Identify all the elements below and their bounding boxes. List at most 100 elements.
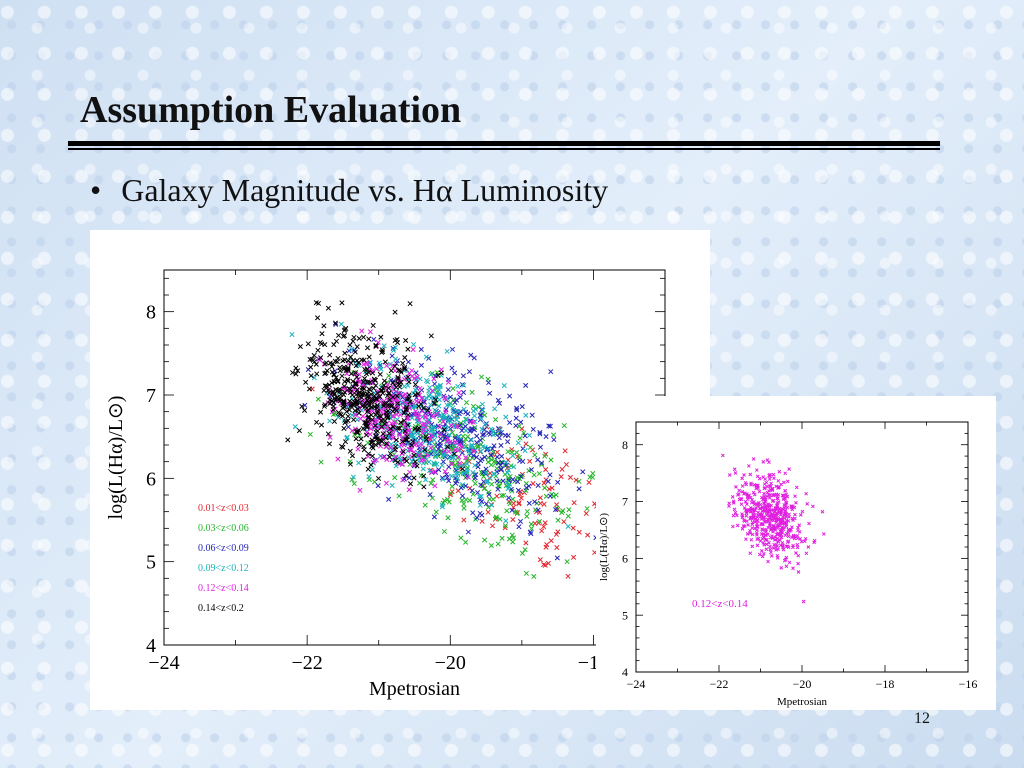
data-point: [541, 562, 547, 568]
data-point: [400, 447, 406, 453]
data-point: [762, 517, 767, 522]
data-point: [576, 529, 582, 535]
series-0.12<z<0.14: [720, 453, 826, 604]
data-point: [428, 445, 434, 451]
data-point: [425, 407, 431, 413]
data-point: [454, 397, 460, 403]
data-point: [442, 468, 448, 474]
data-point: [366, 354, 372, 360]
data-point: [446, 478, 452, 484]
data-point: [432, 425, 438, 431]
data-point: [483, 470, 489, 476]
data-point: [327, 434, 333, 440]
data-point: [443, 409, 449, 415]
data-point: [421, 457, 427, 463]
data-point: [437, 424, 443, 430]
data-point: [416, 480, 423, 486]
data-point: [487, 390, 493, 396]
data-point: [354, 344, 360, 350]
data-point: [437, 443, 443, 449]
data-point: [477, 497, 483, 503]
data-point: [526, 483, 532, 489]
data-point: [403, 337, 409, 343]
data-point: [343, 325, 349, 331]
page-number: 12: [914, 710, 930, 727]
data-point: [448, 490, 454, 496]
data-point: [744, 519, 749, 524]
data-point: [527, 458, 533, 464]
data-point: [427, 491, 433, 498]
data-point: [479, 426, 485, 432]
data-point: [440, 476, 446, 482]
data-point: [374, 410, 380, 416]
data-point: [529, 412, 535, 418]
data-point: [434, 461, 440, 467]
data-point: [325, 431, 331, 437]
data-point: [363, 432, 369, 438]
data-point: [488, 543, 494, 549]
data-point: [447, 414, 453, 420]
data-point: [505, 439, 511, 445]
data-point: [363, 420, 369, 426]
data-point: [782, 480, 786, 485]
data-point: [365, 466, 371, 472]
data-point: [411, 475, 417, 481]
data-point: [736, 493, 740, 497]
data-point: [395, 459, 401, 465]
data-point: [466, 369, 473, 375]
data-point: [352, 408, 358, 414]
data-point: [742, 473, 746, 477]
data-point: [469, 455, 475, 461]
data-point: [449, 461, 455, 467]
y-tick-label: 4: [622, 665, 628, 679]
data-point: [499, 453, 505, 459]
data-point: [783, 500, 788, 504]
data-point: [783, 509, 788, 513]
data-point: [435, 372, 441, 378]
data-point: [445, 418, 451, 424]
data-point: [435, 391, 441, 397]
data-point: [451, 409, 457, 416]
data-point: [354, 398, 360, 404]
data-point: [345, 413, 351, 419]
plot-frame: [635, 421, 969, 673]
data-point: [423, 436, 429, 443]
data-point: [386, 430, 392, 436]
data-point: [471, 448, 477, 454]
data-point: [734, 484, 738, 489]
data-point: [777, 469, 782, 474]
data-point: [449, 473, 455, 479]
data-point: [761, 460, 766, 464]
x-tick-label: −22: [292, 652, 323, 674]
data-point: [391, 347, 397, 353]
series-0.06<z<0.09: [302, 321, 603, 561]
data-point: [565, 513, 571, 519]
data-point: [507, 501, 513, 507]
data-point: [523, 441, 529, 447]
data-point: [314, 371, 320, 377]
legend-entry: 0.12<z<0.14: [198, 583, 249, 594]
data-point: [468, 437, 474, 443]
data-point: [427, 468, 433, 474]
data-point: [551, 437, 557, 443]
data-point: [404, 400, 411, 407]
data-point: [437, 382, 443, 388]
data-point: [453, 424, 459, 430]
data-point: [394, 361, 400, 367]
data-point: [771, 493, 776, 498]
data-point: [573, 477, 579, 483]
data-point: [554, 555, 560, 561]
data-point: [390, 380, 396, 386]
data-point: [420, 405, 427, 411]
data-point: [405, 382, 411, 389]
data-point: [362, 375, 368, 381]
data-point: [734, 513, 739, 518]
data-point: [465, 446, 471, 452]
data-point: [349, 453, 356, 459]
data-point: [404, 396, 410, 402]
data-point: [423, 414, 429, 420]
data-point: [783, 488, 788, 493]
data-point: [769, 554, 774, 558]
data-point: [387, 444, 393, 450]
data-point: [539, 462, 545, 468]
